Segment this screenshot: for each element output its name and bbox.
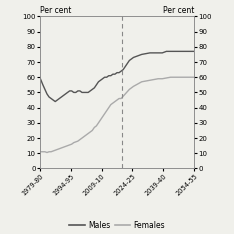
Legend: Males, Females: Males, Females [66,218,168,233]
Females [70,143,73,146]
Females [107,106,110,109]
Females [38,150,41,153]
Males [116,71,118,74]
Females [66,144,69,147]
Line: Females: Females [40,77,194,153]
Males [169,50,172,53]
Males [107,74,110,77]
Males [66,91,69,94]
Males [38,76,41,79]
Males [165,50,168,53]
Females [46,151,48,154]
Females [85,134,88,136]
Females [165,77,168,79]
Females [116,99,118,101]
Text: Per cent: Per cent [40,6,71,15]
Females [169,76,172,79]
Females [193,76,196,79]
Males [54,100,57,103]
Males [85,91,88,94]
Males [193,50,196,53]
Males [70,89,73,92]
Text: Per cent: Per cent [163,6,194,15]
Line: Males: Males [40,51,194,102]
